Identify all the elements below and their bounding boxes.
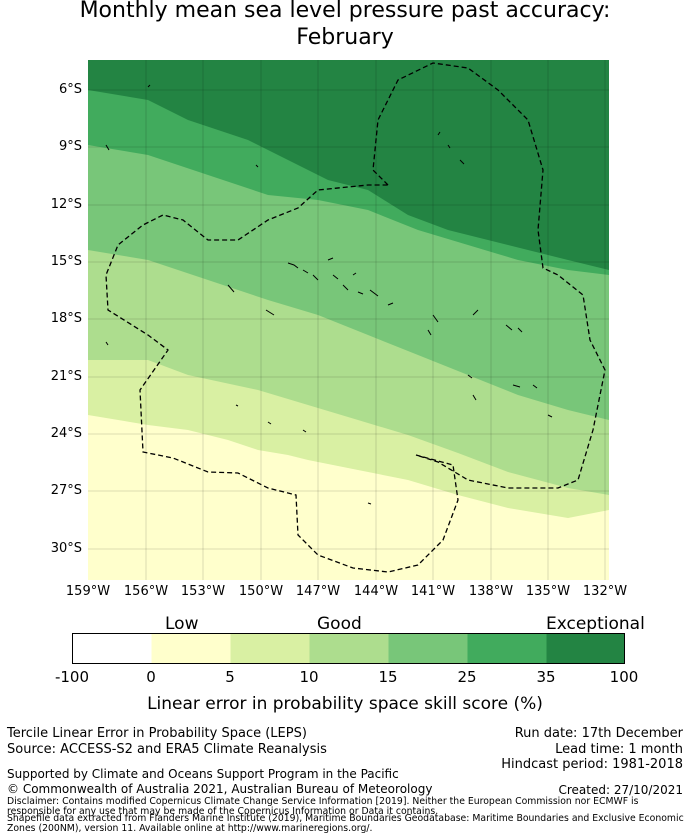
lat-label: 15°S: [50, 254, 82, 269]
lon-label: 132°W: [582, 584, 628, 599]
lon-label: 153°W: [180, 584, 226, 599]
skill-score-map: [88, 60, 609, 580]
disclaimer-line: responsible for any use that may be made…: [7, 806, 439, 817]
colorbar-label-low: Low: [165, 614, 199, 634]
lat-label: 21°S: [50, 369, 82, 384]
eez-boundary: [105, 62, 606, 573]
lon-label: 159°W: [65, 584, 111, 599]
band-35-100: [88, 60, 609, 270]
hindcast-period: Hindcast period: 1981-2018: [501, 757, 683, 772]
created-date: Created: 27/10/2021: [558, 783, 683, 797]
disclaimer-line: Disclaimer: Contains modified Copernicus…: [7, 796, 639, 807]
map-title-line2: February: [296, 25, 394, 50]
lon-label: 150°W: [238, 584, 284, 599]
map-grid: [88, 60, 609, 580]
colorbar-segment: [388, 633, 468, 664]
disclaimer-line: Shapefile data extracted from Flanders M…: [7, 813, 684, 824]
colorbar-tick: 0: [146, 668, 156, 686]
colorbar-segment: [72, 633, 152, 664]
colorbar-tick: -100: [54, 668, 90, 686]
lat-label: 24°S: [50, 426, 82, 441]
lon-label: 141°W: [410, 584, 456, 599]
colorbar-tick: 25: [457, 668, 477, 686]
lon-label: 156°W: [123, 584, 169, 599]
run-date: Run date: 17th December: [514, 726, 683, 741]
product-name: Tercile Linear Error in Probability Spac…: [7, 726, 307, 741]
colorbar-tick: 5: [225, 668, 235, 686]
lon-label: 147°W: [295, 584, 341, 599]
colorbar-tick: 100: [609, 668, 639, 686]
colorbar-label-exceptional: Exceptional: [546, 614, 645, 634]
colorbar-segment: [309, 633, 389, 664]
lon-label: 138°W: [468, 584, 514, 599]
lon-label: 135°W: [525, 584, 571, 599]
colorbar-segment: [151, 633, 231, 664]
map-title-line1: Monthly mean sea level pressure past acc…: [79, 0, 611, 23]
support-note: Supported by Climate and Oceans Support …: [7, 767, 399, 781]
colorbar-tick: 35: [536, 668, 556, 686]
lon-label: 144°W: [353, 584, 399, 599]
islands: [105, 84, 553, 505]
lat-label: 18°S: [50, 311, 82, 326]
colorbar-tick: 10: [299, 668, 319, 686]
data-source: Source: ACCESS-S2 and ERA5 Climate Reana…: [7, 742, 327, 757]
lat-label: 6°S: [58, 82, 82, 97]
lat-label: 12°S: [50, 197, 82, 212]
colorbar-segment: [467, 633, 547, 664]
colorbar-segment: [546, 633, 625, 664]
copyright-note: © Commonwealth of Australia 2021, Austra…: [7, 782, 433, 796]
colorbar: [72, 633, 625, 664]
colorbar-frame: [72, 633, 625, 664]
lat-label: 9°S: [58, 139, 82, 154]
disclaimer-line: Zones (200NM), version 11. Available onl…: [7, 823, 373, 834]
lead-time: Lead time: 1 month: [555, 742, 683, 757]
colorbar-title: Linear error in probability space skill …: [147, 694, 543, 714]
map-canvas: [88, 60, 609, 580]
lat-label: 27°S: [50, 483, 82, 498]
colorbar-label-good: Good: [317, 614, 362, 634]
colorbar-segment: [230, 633, 310, 664]
colorbar-tick: 15: [378, 668, 398, 686]
lat-label: 30°S: [50, 541, 82, 556]
